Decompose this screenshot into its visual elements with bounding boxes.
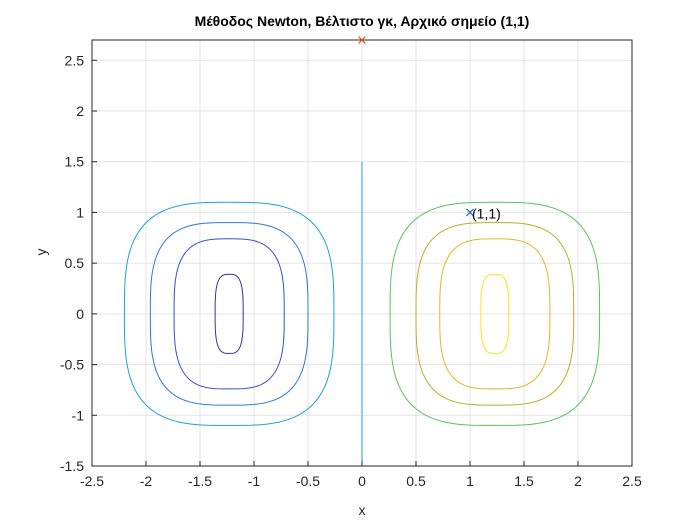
x-tick-label: 2 bbox=[574, 473, 582, 489]
annotations: (1,1) bbox=[472, 205, 501, 221]
x-tick-label: 1.5 bbox=[514, 473, 534, 489]
x-marker-0 bbox=[466, 208, 474, 217]
y-tick-label: 0.5 bbox=[65, 255, 85, 271]
x-axis-ticks: -2.5 -2 -1.5 -1 -0.5 0 0.5 1 1.5 2 2.5 bbox=[80, 461, 642, 489]
x-tick-label: 0.5 bbox=[406, 473, 426, 489]
contour-line-7 bbox=[480, 273, 510, 354]
y-tick-label: 2 bbox=[76, 103, 84, 119]
x-tick-label: -0.5 bbox=[296, 473, 320, 489]
x-axis-label: x bbox=[359, 502, 366, 518]
contour-line-6 bbox=[439, 238, 551, 390]
y-tick-label: 0 bbox=[76, 306, 84, 322]
contour-line-0 bbox=[123, 201, 335, 426]
x-tick-label: -1 bbox=[248, 473, 261, 489]
contour-line-5 bbox=[415, 222, 575, 406]
y-axis-ticks: -1.5 -1 -0.5 0 0.5 1 1.5 2 2.5 bbox=[60, 52, 97, 474]
contour-line-2 bbox=[173, 238, 285, 390]
x-marker-1 bbox=[358, 36, 366, 44]
y-tick-label: -1.5 bbox=[60, 458, 84, 474]
x-tick-label: 1 bbox=[466, 473, 474, 489]
x-tick-label: -1.5 bbox=[188, 473, 212, 489]
x-tick-label: 0 bbox=[358, 473, 366, 489]
chart-title: Μέθοδος Newton, Βέλτιστο γκ, Αρχικό σημε… bbox=[195, 13, 530, 29]
y-tick-label: -0.5 bbox=[60, 357, 84, 373]
y-tick-label: -1 bbox=[72, 407, 85, 423]
contour-line-4 bbox=[389, 201, 601, 426]
y-tick-label: 1.5 bbox=[65, 154, 85, 170]
x-tick-label: -2.5 bbox=[80, 473, 104, 489]
contour-line-3 bbox=[214, 273, 244, 354]
y-tick-label: 1 bbox=[76, 204, 84, 220]
contour-lines bbox=[123, 201, 601, 426]
y-tick-label: 2.5 bbox=[65, 52, 85, 68]
point-markers bbox=[358, 36, 474, 217]
x-tick-label: 2.5 bbox=[622, 473, 642, 489]
contour-line-1 bbox=[149, 222, 309, 406]
y-axis-label: y bbox=[33, 249, 49, 256]
point-annotation: (1,1) bbox=[472, 205, 501, 221]
x-tick-label: -2 bbox=[140, 473, 153, 489]
